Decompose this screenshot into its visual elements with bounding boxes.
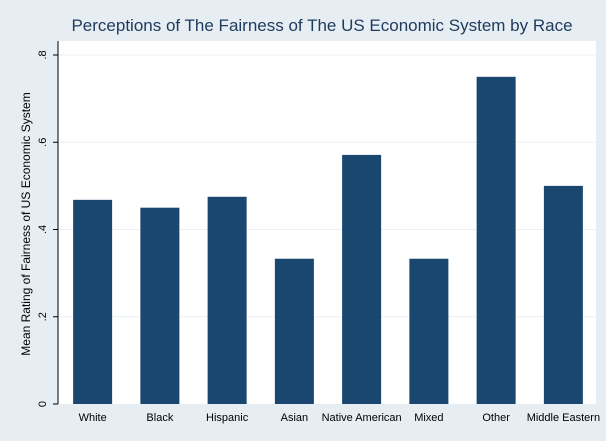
x-tick-label: Mixed (414, 412, 443, 424)
x-tick-label: Native American (322, 412, 402, 424)
bar (140, 207, 180, 404)
bar (543, 185, 583, 404)
bar (73, 199, 113, 404)
y-ticks: 0 .2 .4 .6 .8 (37, 50, 58, 407)
x-tick-label: Other (482, 412, 510, 424)
chart-title: Perceptions of The Fairness of The US Ec… (71, 16, 572, 35)
bar (476, 76, 516, 404)
bar (207, 196, 247, 404)
y-tick-label: .6 (37, 138, 49, 147)
x-tick-label: Asian (281, 412, 309, 424)
bar (409, 258, 449, 404)
bar (274, 258, 314, 404)
x-tick-label: Middle Eastern (527, 412, 600, 424)
x-tick-label: Hispanic (206, 412, 249, 424)
y-tick-label: .8 (37, 50, 49, 59)
bar (342, 154, 382, 404)
y-tick-label: .4 (37, 225, 49, 234)
bars (73, 76, 583, 404)
y-axis-label: Mean Rating of Fairness of US Economic S… (19, 92, 33, 355)
x-tick-label: Black (146, 412, 173, 424)
y-tick-label: 0 (37, 401, 49, 407)
x-tick-labels: White Black Hispanic Asian Native American Mi… (79, 412, 601, 424)
x-tick-label: White (79, 412, 107, 424)
y-tick-label: .2 (37, 312, 49, 321)
